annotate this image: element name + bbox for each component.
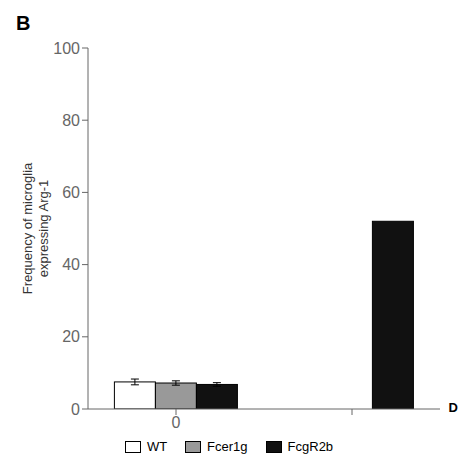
html-text:D: D: [448, 400, 458, 415]
svg-text:80: 80: [62, 112, 80, 129]
svg-text:Frequency of microgliaexpressi: Frequency of microgliaexpressing Arg-1: [20, 162, 51, 294]
svg-text:0: 0: [71, 401, 80, 418]
svg-text:40: 40: [62, 256, 80, 273]
svg-text:60: 60: [62, 184, 80, 201]
svg-text:20: 20: [62, 328, 80, 345]
html-text:B: B: [16, 12, 31, 34]
html-text:Fcer1g: Fcer1g: [207, 439, 248, 454]
svg-text:0: 0: [172, 414, 181, 431]
html-text:FcgR2b: FcgR2b: [287, 439, 334, 454]
html-text:WT: WT: [146, 439, 168, 454]
svg-text:100: 100: [53, 40, 80, 57]
